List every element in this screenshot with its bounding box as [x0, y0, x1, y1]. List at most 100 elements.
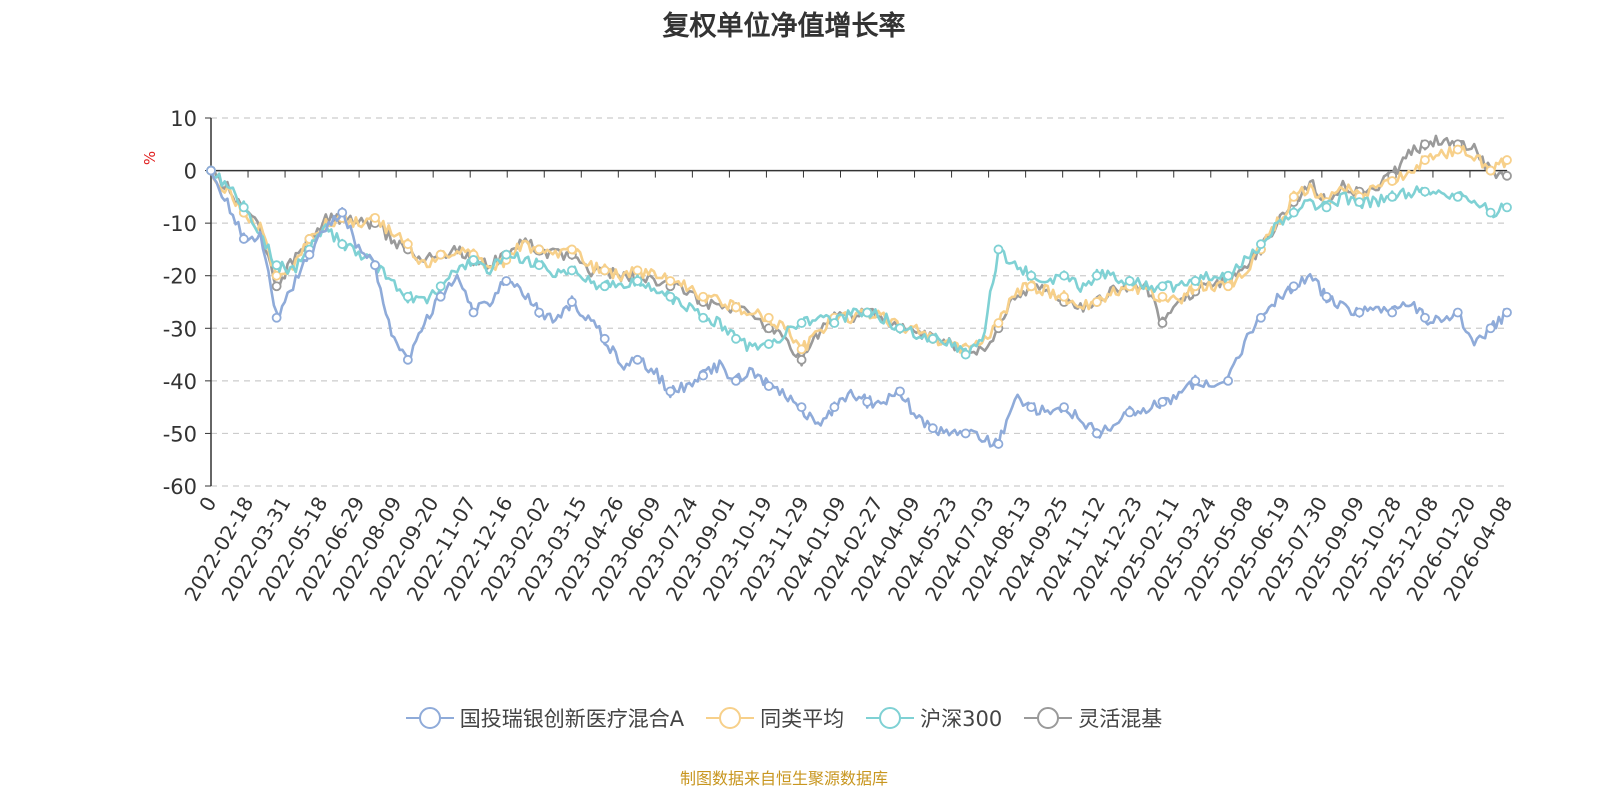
data-point[interactable] [1387, 307, 1398, 318]
data-point[interactable] [731, 375, 741, 386]
data-point[interactable] [665, 276, 676, 286]
data-point[interactable] [1124, 407, 1135, 418]
data-point[interactable] [468, 307, 479, 318]
data-point[interactable] [796, 354, 807, 365]
data-point[interactable] [1502, 202, 1512, 213]
data-point[interactable] [534, 307, 545, 318]
data-point[interactable] [567, 244, 577, 255]
data-point[interactable] [1485, 165, 1496, 176]
data-point[interactable] [1502, 307, 1512, 318]
data-point[interactable] [402, 239, 413, 250]
data-point[interactable] [337, 239, 348, 250]
data-point[interactable] [763, 381, 774, 392]
data-point[interactable] [1223, 281, 1234, 292]
data-point[interactable] [238, 202, 249, 213]
data-point[interactable] [829, 318, 840, 328]
data-point[interactable] [1059, 270, 1069, 281]
legend-item[interactable]: 灵活混基 [1024, 703, 1162, 733]
data-point[interactable] [1485, 207, 1496, 218]
data-point[interactable] [1420, 139, 1430, 150]
data-point[interactable] [1091, 297, 1102, 307]
data-point[interactable] [796, 344, 807, 355]
data-point[interactable] [927, 333, 938, 344]
data-point[interactable] [1190, 375, 1201, 386]
data-point[interactable] [206, 165, 216, 176]
data-point[interactable] [1452, 191, 1463, 202]
data-point[interactable] [993, 318, 1004, 328]
data-point[interactable] [993, 244, 1004, 255]
data-point[interactable] [960, 428, 971, 439]
data-point[interactable] [632, 276, 643, 286]
data-point[interactable] [1190, 276, 1201, 286]
data-point[interactable] [1091, 428, 1102, 439]
data-point[interactable] [665, 291, 676, 302]
data-point[interactable] [1485, 323, 1496, 334]
data-point[interactable] [337, 207, 348, 218]
data-point[interactable] [1354, 307, 1365, 318]
data-point[interactable] [1059, 291, 1069, 302]
data-point[interactable] [927, 423, 938, 434]
data-point[interactable] [1157, 396, 1168, 407]
data-point[interactable] [763, 312, 774, 323]
data-point[interactable] [271, 270, 282, 281]
data-point[interactable] [435, 249, 446, 260]
data-point[interactable] [796, 318, 807, 328]
data-point[interactable] [1157, 281, 1168, 292]
data-point[interactable] [1420, 186, 1430, 197]
data-point[interactable] [271, 260, 282, 271]
data-point[interactable] [271, 312, 282, 323]
data-point[interactable] [238, 234, 249, 244]
data-point[interactable] [796, 402, 807, 413]
data-point[interactable] [599, 265, 610, 276]
data-point[interactable] [567, 297, 577, 307]
data-point[interactable] [271, 281, 282, 292]
legend-item[interactable]: 沪深300 [866, 703, 1002, 733]
data-point[interactable] [1256, 239, 1266, 250]
data-point[interactable] [1452, 144, 1463, 155]
data-point[interactable] [1354, 197, 1365, 208]
data-point[interactable] [1452, 307, 1463, 318]
data-point[interactable] [632, 354, 643, 365]
data-point[interactable] [599, 333, 610, 344]
data-point[interactable] [1288, 207, 1299, 218]
data-point[interactable] [698, 312, 709, 323]
data-point[interactable] [1288, 191, 1299, 202]
data-point[interactable] [370, 260, 380, 271]
data-point[interactable] [763, 339, 774, 349]
data-point[interactable] [960, 349, 971, 360]
data-point[interactable] [1091, 270, 1102, 281]
data-point[interactable] [1124, 276, 1135, 286]
data-point[interactable] [1256, 312, 1266, 323]
data-point[interactable] [501, 276, 512, 286]
data-point[interactable] [862, 307, 873, 318]
data-point[interactable] [1223, 270, 1234, 281]
legend-item[interactable]: 同类平均 [706, 703, 844, 733]
data-point[interactable] [1026, 281, 1037, 292]
data-point[interactable] [567, 265, 577, 276]
data-point[interactable] [1420, 312, 1430, 323]
data-point[interactable] [731, 302, 741, 313]
data-point[interactable] [1059, 402, 1069, 413]
data-point[interactable] [534, 260, 545, 271]
data-point[interactable] [370, 212, 380, 223]
data-point[interactable] [304, 249, 315, 260]
data-point[interactable] [1321, 291, 1332, 302]
data-point[interactable] [1387, 191, 1398, 202]
data-point[interactable] [632, 265, 643, 276]
data-point[interactable] [501, 249, 512, 260]
data-point[interactable] [599, 281, 610, 292]
data-point[interactable] [1157, 291, 1168, 302]
data-point[interactable] [435, 281, 446, 292]
data-point[interactable] [402, 291, 413, 302]
data-point[interactable] [993, 439, 1004, 449]
data-point[interactable] [468, 255, 479, 265]
data-point[interactable] [1420, 155, 1430, 165]
data-point[interactable] [1026, 270, 1037, 281]
data-point[interactable] [534, 244, 545, 255]
data-point[interactable] [402, 354, 413, 365]
data-point[interactable] [435, 291, 446, 302]
data-point[interactable] [829, 402, 840, 413]
data-point[interactable] [698, 370, 709, 381]
data-point[interactable] [1288, 281, 1299, 292]
data-point[interactable] [1321, 202, 1332, 213]
